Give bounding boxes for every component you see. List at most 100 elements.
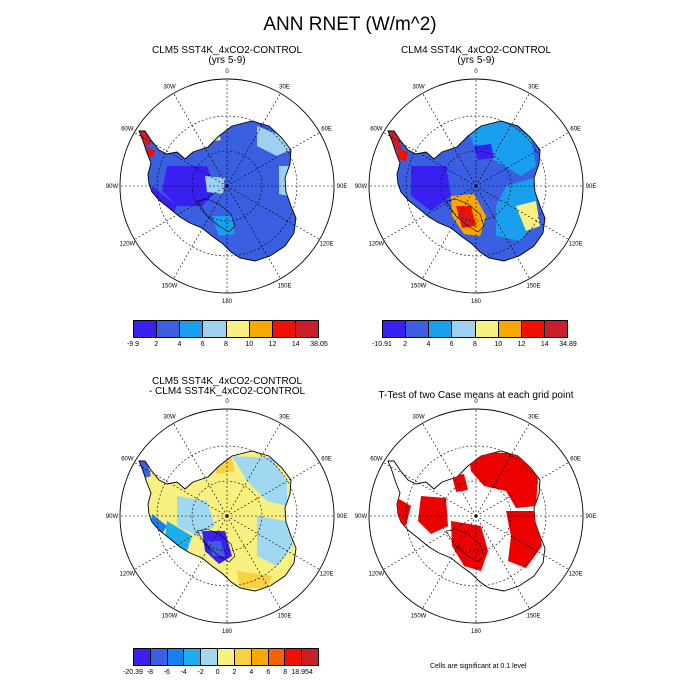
colorbar-label: 2 bbox=[232, 669, 237, 676]
field-patch bbox=[237, 571, 272, 588]
longitude-label: 60W bbox=[121, 127, 134, 133]
meridian-line bbox=[475, 515, 530, 609]
meridian-line bbox=[475, 515, 569, 570]
meridian-line bbox=[134, 185, 228, 240]
longitude-label: 0 bbox=[474, 399, 478, 405]
colorbar-swatch bbox=[157, 321, 181, 337]
significant-region bbox=[506, 511, 542, 568]
colorbar-label: 8 bbox=[283, 669, 288, 676]
panel-title-line: T-Test of two Case means at each grid po… bbox=[378, 390, 574, 401]
polar-map-clm4: 0 30E 60E 90E 120E 150E 180 150W 120W 90W 60W 30W bbox=[355, 69, 597, 305]
latitude-circle bbox=[191, 480, 263, 552]
field-patches bbox=[139, 456, 293, 588]
longitude-label: 0 bbox=[225, 399, 229, 405]
field-patch bbox=[257, 126, 291, 156]
field-patch bbox=[139, 461, 151, 478]
field-patch bbox=[147, 146, 155, 158]
longitude-label: 60E bbox=[570, 457, 581, 463]
colorbar-swatch bbox=[249, 321, 273, 337]
field-patches bbox=[139, 126, 291, 246]
colorbar-labels: -20.39 -8 -6 -4 -2 0 2 4 6 8 18.954 bbox=[123, 669, 319, 679]
meridian-line bbox=[475, 185, 530, 279]
colorbar-swatches bbox=[133, 320, 319, 338]
field-patch bbox=[177, 496, 215, 536]
ice-shelf-outline bbox=[445, 528, 485, 563]
colorbar-swatch bbox=[429, 321, 453, 337]
longitude-label: 120W bbox=[120, 572, 136, 578]
colorbar-swatch bbox=[521, 321, 545, 337]
colorbar-swatch bbox=[218, 649, 235, 665]
colorbar-label: 4 bbox=[177, 341, 182, 348]
longitude-label: 150W bbox=[411, 614, 427, 620]
colorbar-swatch bbox=[184, 649, 202, 665]
latitude-circle bbox=[440, 480, 512, 552]
meridian-line bbox=[383, 462, 477, 517]
colorbar-swatch bbox=[251, 649, 269, 665]
longitude-label: 180 bbox=[471, 299, 482, 305]
longitude-label: 60W bbox=[121, 457, 134, 463]
colorbar-label: 2 bbox=[154, 341, 159, 348]
colorbar-label: 10 bbox=[245, 341, 254, 348]
field-patch bbox=[227, 166, 289, 246]
colorbar-swatch bbox=[226, 321, 250, 337]
meridian-line bbox=[383, 515, 477, 570]
meridian-line bbox=[173, 185, 228, 279]
meridian-line bbox=[475, 185, 569, 240]
longitude-label: 30W bbox=[163, 84, 176, 90]
meridian-line bbox=[475, 93, 530, 187]
meridian-line bbox=[134, 515, 228, 570]
colorbar-swatch bbox=[475, 321, 499, 337]
meridian-line bbox=[422, 515, 477, 609]
field-patch bbox=[466, 121, 536, 176]
meridian-line bbox=[226, 185, 320, 240]
colorbar-label: -4 bbox=[180, 669, 187, 676]
ice-shelf-outline bbox=[196, 528, 236, 563]
significant-region bbox=[394, 496, 411, 526]
meridian-line bbox=[422, 93, 477, 187]
longitude-label: 90E bbox=[586, 184, 597, 190]
longitude-label: 60E bbox=[321, 127, 332, 133]
longitude-label: 90E bbox=[337, 514, 348, 520]
meridian-line bbox=[422, 423, 477, 517]
panel-title-diff: CLM5 SST4K_4xCO2-CONTROL - CLM4 SST4K_4x… bbox=[107, 377, 347, 397]
meridian-line bbox=[383, 185, 477, 240]
field-patch bbox=[139, 131, 151, 146]
colorbar-swatch bbox=[498, 321, 522, 337]
colorbar-label: -8 bbox=[146, 669, 154, 676]
field-patch bbox=[388, 131, 402, 150]
field-patch bbox=[199, 128, 221, 142]
field-patch bbox=[165, 521, 192, 551]
longitude-label: 180 bbox=[222, 629, 233, 635]
colorbar-label: 0 bbox=[215, 669, 220, 676]
meridian-line bbox=[226, 515, 281, 609]
colorbar-diff: -20.39 -8 -6 -4 -2 0 2 4 6 8 18.954 bbox=[123, 648, 319, 679]
significance-note: Cells are significant at 0.1 level bbox=[430, 663, 527, 670]
meridian-line bbox=[134, 132, 228, 187]
colorbar-label: 34.89 bbox=[559, 341, 577, 348]
graticule bbox=[120, 409, 334, 623]
longitude-label: 150E bbox=[526, 284, 540, 290]
field-patch bbox=[232, 456, 287, 506]
longitude-label: 180 bbox=[222, 299, 233, 305]
map-frame bbox=[368, 78, 584, 294]
panel-title-clm4: CLM4 SST4K_4xCO2-CONTROL (yrs 5-9) bbox=[356, 46, 596, 66]
colorbar-label: 4 bbox=[426, 341, 431, 348]
colorbar-label: -6 bbox=[163, 669, 170, 676]
field-patch bbox=[151, 514, 167, 534]
meridian-line bbox=[475, 132, 569, 187]
meridian-line bbox=[475, 462, 569, 517]
colorbar-swatch bbox=[452, 321, 476, 337]
colorbar-label: -20.39 bbox=[123, 669, 143, 676]
map-frame bbox=[119, 78, 335, 294]
meridian-line bbox=[383, 132, 477, 187]
longitude-label: 150E bbox=[277, 284, 291, 290]
meridian-line bbox=[226, 423, 281, 517]
significant-region bbox=[452, 474, 468, 492]
longitude-label: 30W bbox=[412, 414, 425, 420]
longitude-label: 60E bbox=[570, 127, 581, 133]
longitude-label: 30E bbox=[528, 84, 539, 90]
longitude-label: 60W bbox=[370, 457, 383, 463]
meridian-line bbox=[226, 462, 320, 517]
figure-title: ANN RNET (W/m^2) bbox=[263, 14, 437, 35]
colorbar-labels: -9.9 2 4 6 8 10 12 14 38.05 bbox=[127, 341, 328, 351]
